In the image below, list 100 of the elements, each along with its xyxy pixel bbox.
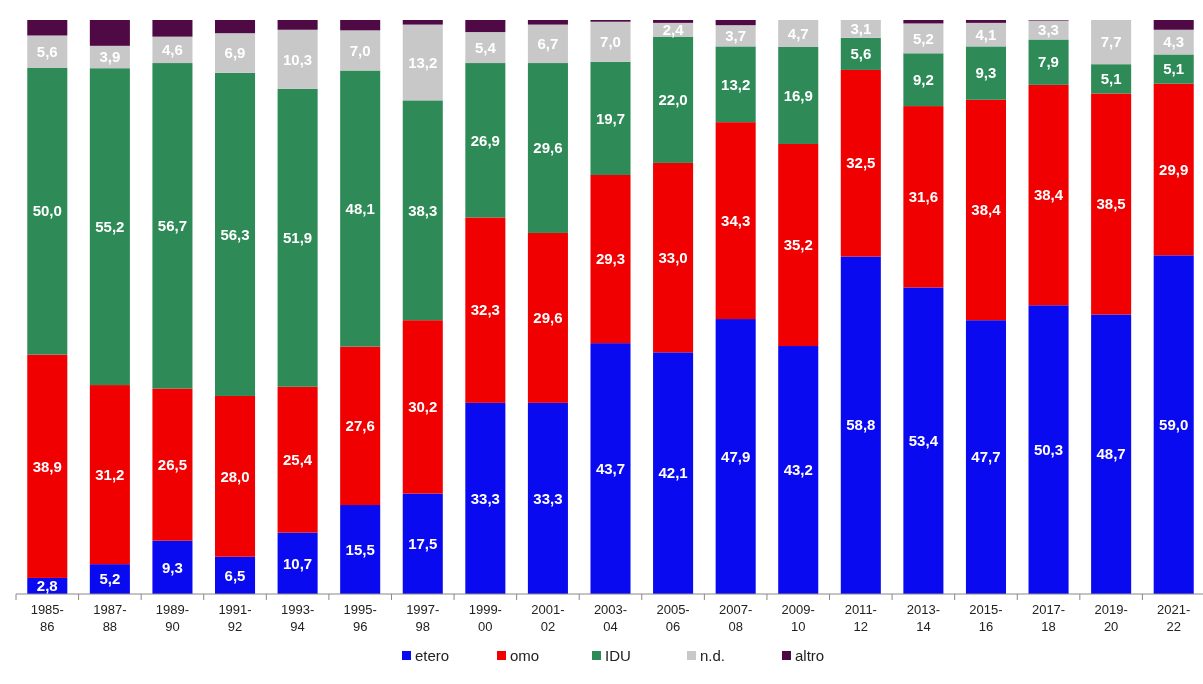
data-label: 19,7 [595,109,626,127]
x-tick-label: 2007-08 [719,602,753,634]
data-label: 59,0 [1159,415,1189,433]
bar [277,532,318,594]
legend-label: altro [795,647,825,665]
bar [778,46,819,144]
data-label: 50,3 [1033,440,1064,458]
bar [152,20,193,37]
bar [965,99,1006,321]
bar [715,122,756,320]
bar [152,388,193,541]
x-tick-label: 1989-90 [155,602,190,634]
data-label: 5,1 [1100,70,1122,88]
bar [340,505,381,594]
bar [277,29,318,89]
bar [1028,39,1069,85]
data-label: 38,5 [1096,195,1126,213]
bar [1028,84,1069,306]
legend-label: omo [510,647,540,665]
bar [715,319,756,594]
legend-label: IDU [605,647,631,665]
bar [840,256,881,594]
x-tick-label: 1991-92 [218,602,252,634]
x-tick-label: 2019-20 [1094,602,1128,634]
data-label: 56,3 [220,225,250,243]
data-label: 47,9 [721,447,751,465]
bar [402,320,443,494]
bar [277,20,318,30]
bar [590,174,631,344]
bar [340,20,381,31]
x-tick-label: 1995-96 [343,602,377,634]
data-label: 6,5 [224,566,246,584]
bar [152,540,193,594]
x-tick-label: 2017-18 [1031,602,1066,634]
bar [715,20,756,26]
data-label: 53,4 [908,431,939,449]
data-label: 5,2 [99,570,121,588]
x-tick-label: 2003-04 [593,602,628,634]
x-tick-label: 2005-06 [656,602,690,634]
x-tick-label: 1997-98 [406,602,440,634]
bar [277,386,318,533]
data-label: 38,4 [1033,186,1064,204]
bar [527,24,568,64]
data-label: 33,3 [533,489,563,507]
bar [89,20,130,46]
x-tick-label: 2013-14 [906,602,941,634]
data-label: 9,2 [912,70,934,88]
data-label: 31,6 [908,188,938,206]
bar [903,287,944,594]
data-label: 43,2 [783,461,813,479]
bar [27,20,68,36]
bar [965,46,1006,100]
data-label: 26,5 [157,455,188,473]
bar [590,343,631,594]
bar [402,100,443,321]
data-label: 42,1 [658,464,688,482]
data-label: 58,8 [846,416,876,434]
data-label: 34,3 [721,211,751,229]
x-tick-label: 1993-94 [280,602,315,634]
bar [1091,20,1132,65]
data-label: 32,3 [470,301,500,319]
legend-label: etero [415,647,450,665]
data-label: 55,2 [95,217,125,235]
bar [27,35,68,68]
data-label: 28,0 [220,467,250,485]
bar [465,402,506,594]
data-label: 17,5 [408,535,438,553]
data-label: 31,2 [95,465,125,483]
data-label: 16,9 [783,86,813,104]
bar [402,493,443,594]
bar [653,36,694,163]
data-label: 2,4 [662,21,685,39]
bar [1153,20,1194,30]
data-label: 29,6 [533,309,563,327]
x-tick-label: 2009-10 [781,602,815,634]
data-label: 2,8 [36,577,58,595]
x-tick-label: 2001-02 [531,602,565,634]
data-label: 48,7 [1096,445,1126,463]
bar [27,67,68,355]
bar [527,63,568,233]
x-tick-label: 2021-22 [1157,602,1191,634]
bar [340,30,381,71]
bar [1091,314,1132,594]
bar [590,61,631,175]
data-label: 27,6 [345,417,375,435]
data-label: 29,6 [533,139,563,157]
bar [1153,255,1194,594]
data-label: 50,0 [32,202,62,220]
x-tick-label: 2011-12 [844,602,877,634]
data-label: 38,9 [32,457,62,475]
legend-label: n.d. [700,647,726,665]
data-label: 32,5 [846,154,876,172]
data-label: 29,9 [1159,160,1189,178]
data-label: 51,9 [283,229,313,247]
x-tick-label: 1999-00 [468,602,502,634]
x-tick-label: 1985-86 [30,602,64,634]
bar [1153,83,1194,256]
bar [715,46,756,123]
data-label: 38,3 [408,201,438,219]
bar [527,20,568,25]
